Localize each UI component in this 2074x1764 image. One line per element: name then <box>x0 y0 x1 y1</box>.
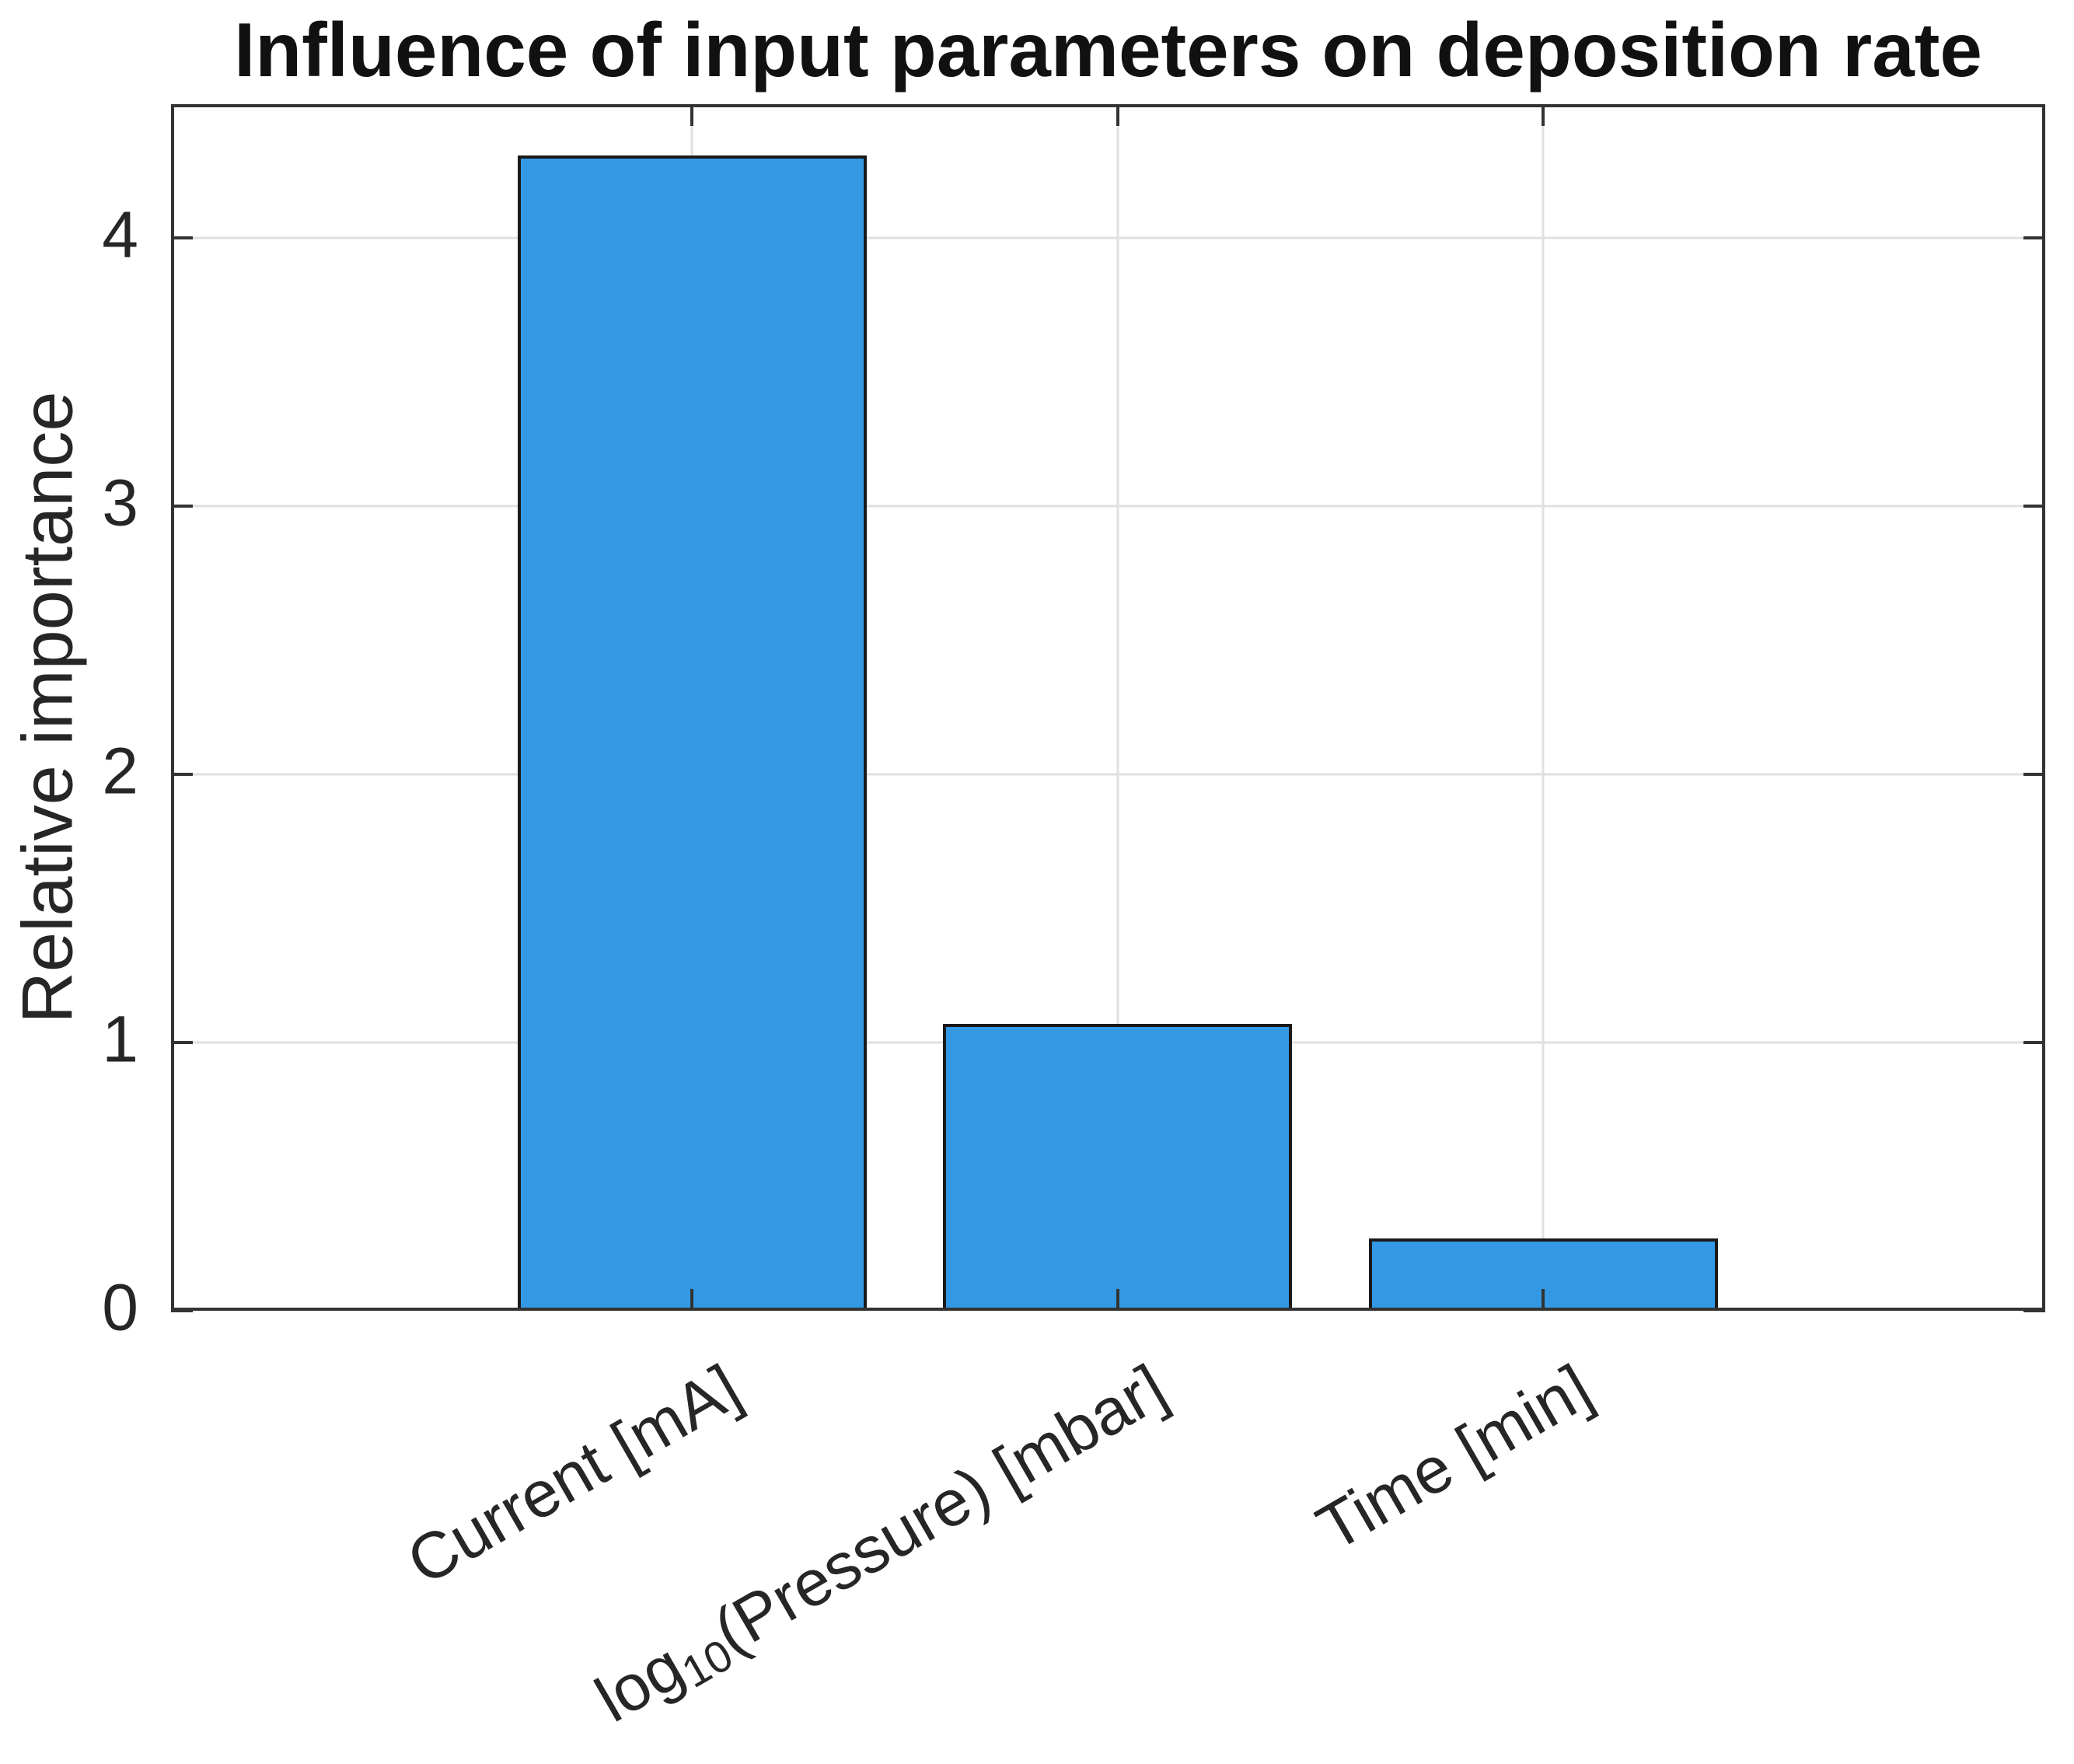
y-tick-label: 3 <box>102 466 138 540</box>
bars-layer <box>171 104 2045 1311</box>
bar <box>943 1023 1293 1311</box>
y-tick-label: 4 <box>102 198 138 272</box>
y-tick-mark <box>171 1041 193 1045</box>
x-label-text: Time [min] <box>1304 1350 1604 1565</box>
x-tick-label: Current [mA] <box>395 1350 753 1600</box>
bar <box>518 155 867 1311</box>
x-tick-mark <box>1116 1289 1119 1311</box>
plot-area <box>171 104 2045 1312</box>
y-tick-mark <box>2023 505 2045 508</box>
x-tick-mark <box>1542 104 1545 126</box>
x-label-text: log <box>583 1629 696 1736</box>
y-tick-label: 1 <box>102 1002 138 1076</box>
y-tick-mark <box>171 236 193 240</box>
y-tick-label: 2 <box>102 734 138 808</box>
x-tick-mark <box>690 104 694 126</box>
y-gridline <box>171 236 2045 239</box>
x-tick-label: Time [min] <box>1304 1350 1604 1566</box>
y-gridline <box>171 773 2045 776</box>
chart-title: Influence of input parameters on deposit… <box>234 7 1982 93</box>
y-axis-label: Relative importance <box>8 391 88 1024</box>
y-tick-mark <box>2023 773 2045 777</box>
y-tick-mark <box>2023 1309 2045 1312</box>
y-tick-mark <box>2023 236 2045 240</box>
y-tick-mark <box>171 773 193 777</box>
tick-marks-layer <box>171 104 2045 1312</box>
y-tick-mark <box>2023 1041 2045 1045</box>
x-gridline <box>1542 104 1545 1311</box>
x-tick-mark <box>1542 1289 1545 1311</box>
x-tick-mark <box>1116 104 1119 126</box>
y-tick-mark <box>171 1309 193 1312</box>
y-tick-label: 0 <box>102 1270 138 1344</box>
y-gridline <box>171 505 2045 508</box>
x-label-text: (Pressure) [mbar] <box>701 1350 1178 1668</box>
x-tick-mark <box>690 1289 694 1311</box>
y-tick-mark <box>171 505 193 508</box>
x-gridline <box>1116 104 1119 1311</box>
x-label-text: Current [mA] <box>395 1350 752 1599</box>
